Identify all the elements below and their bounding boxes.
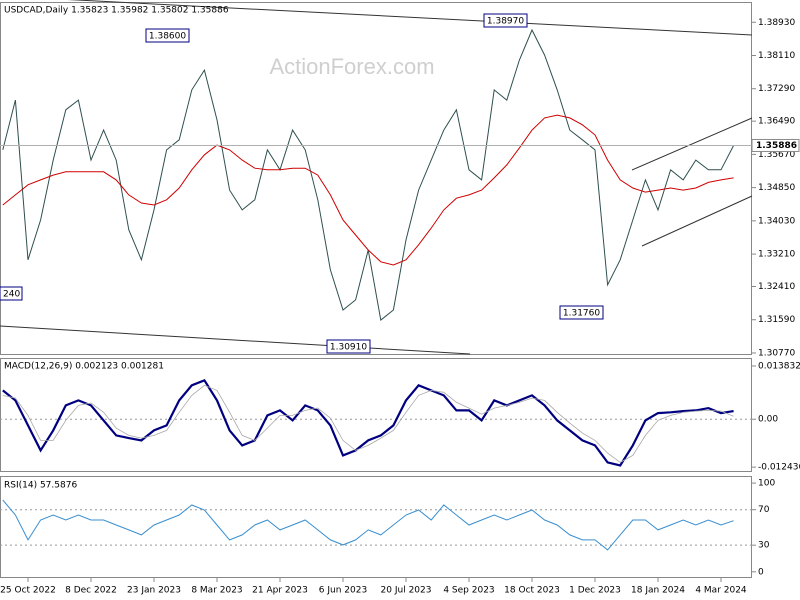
price-label: 1.35886 (756, 141, 797, 151)
y-tick-label: 30 (758, 541, 770, 551)
y-tick-label: 1.36490 (758, 117, 795, 127)
x-tick-label: 4 Mar 2024 (695, 586, 747, 596)
y-tick-label: 1.38110 (758, 51, 795, 61)
y-tick-label: -0.012436 (758, 463, 800, 473)
series-line (2, 114, 734, 266)
x-tick-label: 20 Jul 2023 (381, 586, 432, 596)
channel-line (0, 325, 471, 355)
x-tick-label: 8 Dec 2022 (65, 586, 117, 596)
y-tick-label: 0.00 (758, 415, 778, 425)
y-tick-label: 1.30770 (758, 348, 795, 358)
y-tick-label: 1.34030 (758, 216, 795, 226)
x-tick-label: 25 Oct 2022 (0, 586, 56, 596)
annotation: 1.38600 (149, 32, 186, 42)
series-line (2, 499, 734, 551)
watermark: ActionForex.com (269, 54, 434, 79)
price-box (751, 138, 800, 152)
y-tick-label: 70 (758, 505, 770, 515)
y-tick-label: 1.38930 (758, 18, 795, 28)
y-tick-label: 1.32410 (758, 282, 795, 292)
x-tick-label: 23 Jan 2023 (127, 586, 181, 596)
y-tick-label: 1.37290 (758, 84, 795, 94)
annotation-box (483, 13, 528, 28)
annotations: 1.38600 1.38970 1.30910 1.31760 240 (0, 13, 604, 354)
y-tick-label: 1.33210 (758, 250, 795, 260)
annotation: 240 (3, 290, 20, 300)
annotation: 1.38970 (487, 17, 524, 27)
y-tick-label: 0 (758, 567, 764, 577)
macd-pane (0, 358, 752, 472)
macd-title: MACD(12,26,9) 0.002123 0.001281 (4, 362, 164, 372)
x-tick-label: 18 Jan 2024 (631, 586, 685, 596)
price-pane (0, 2, 752, 355)
series-line (2, 384, 734, 463)
y-tick-label: 1.34850 (758, 183, 795, 193)
x-tick-label: 1 Dec 2023 (569, 586, 621, 596)
annotation-box (145, 28, 190, 43)
price-title: USDCAD,Daily 1.35823 1.35982 1.35802 1.3… (4, 6, 229, 16)
series-line (2, 378, 734, 467)
channel-line (641, 195, 753, 247)
x-tick-label: 4 Sep 2023 (443, 586, 494, 596)
y-tick-label: 100 (758, 479, 775, 489)
y-tick-label: 0.013832 (758, 361, 800, 371)
channel-line (67, 0, 753, 36)
channel-line (631, 117, 753, 171)
y-tick-label: 1.35670 (758, 150, 795, 160)
rsi-pane (0, 476, 752, 578)
annotation: 1.30910 (330, 343, 367, 353)
y-tick-label: 1.31590 (758, 315, 795, 325)
annotation-box (0, 286, 23, 301)
annotation: 1.31760 (563, 309, 600, 319)
annotation-box (559, 305, 604, 320)
rsi-title: RSI(14) 57.5876 (4, 481, 77, 491)
x-tick-label: 6 Jun 2023 (319, 586, 367, 596)
x-tick-label: 8 Mar 2023 (191, 586, 242, 596)
x-tick-label: 21 Apr 2023 (252, 586, 308, 596)
annotation-box (326, 339, 371, 354)
x-tick-label: 18 Oct 2023 (504, 586, 560, 596)
